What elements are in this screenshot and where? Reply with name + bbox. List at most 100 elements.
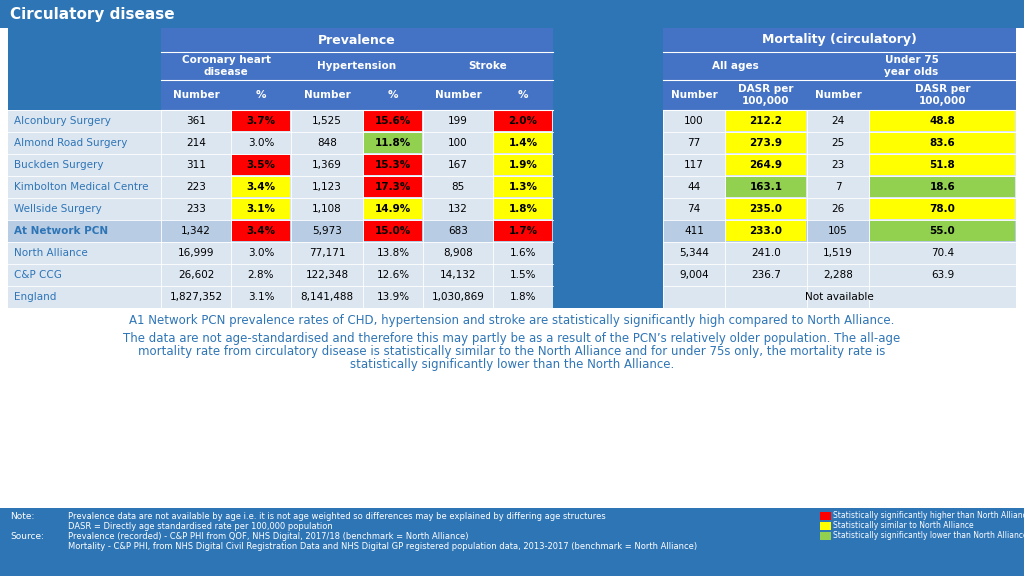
- Text: 212.2: 212.2: [750, 116, 782, 126]
- FancyBboxPatch shape: [726, 133, 806, 153]
- FancyBboxPatch shape: [820, 532, 831, 540]
- Text: 3.4%: 3.4%: [247, 182, 275, 192]
- FancyBboxPatch shape: [0, 508, 1024, 576]
- FancyBboxPatch shape: [870, 111, 1015, 131]
- Text: At Network PCN: At Network PCN: [14, 226, 109, 236]
- Text: 1.5%: 1.5%: [510, 270, 537, 280]
- Text: 74: 74: [687, 204, 700, 214]
- Text: Number: Number: [671, 90, 718, 100]
- Text: 1.9%: 1.9%: [509, 160, 538, 170]
- Text: 24: 24: [831, 116, 845, 126]
- Text: Number: Number: [815, 90, 861, 100]
- Text: Statistically significantly lower than North Alliance: Statistically significantly lower than N…: [833, 532, 1024, 540]
- Text: 1,108: 1,108: [312, 204, 342, 214]
- FancyBboxPatch shape: [663, 28, 1016, 52]
- FancyBboxPatch shape: [231, 80, 291, 110]
- Text: Almond Road Surgery: Almond Road Surgery: [14, 138, 127, 148]
- FancyBboxPatch shape: [8, 220, 553, 242]
- Text: 1,519: 1,519: [823, 248, 853, 258]
- Text: Hypertension: Hypertension: [317, 61, 396, 71]
- Text: 26: 26: [831, 204, 845, 214]
- Text: Wellside Surgery: Wellside Surgery: [14, 204, 101, 214]
- Text: 1,123: 1,123: [312, 182, 342, 192]
- FancyBboxPatch shape: [291, 80, 362, 110]
- Text: 8,908: 8,908: [443, 248, 473, 258]
- Text: 70.4: 70.4: [931, 248, 954, 258]
- FancyBboxPatch shape: [726, 111, 806, 131]
- Text: Prevalence (recorded) - C&P PHI from QOF, NHS Digital, 2017/18 (benchmark = Nort: Prevalence (recorded) - C&P PHI from QOF…: [68, 532, 469, 541]
- FancyBboxPatch shape: [820, 512, 831, 520]
- FancyBboxPatch shape: [726, 199, 806, 219]
- Text: 5,344: 5,344: [679, 248, 709, 258]
- FancyBboxPatch shape: [423, 80, 493, 110]
- Text: Note:: Note:: [10, 512, 35, 521]
- FancyBboxPatch shape: [8, 176, 553, 198]
- FancyBboxPatch shape: [807, 52, 1016, 80]
- Text: 15.3%: 15.3%: [375, 160, 411, 170]
- Text: 17.3%: 17.3%: [375, 182, 412, 192]
- Text: Not available: Not available: [805, 292, 873, 302]
- Text: 122,348: 122,348: [305, 270, 348, 280]
- Text: 83.6: 83.6: [930, 138, 955, 148]
- Text: 78.0: 78.0: [930, 204, 955, 214]
- Text: 26,602: 26,602: [178, 270, 214, 280]
- Text: DASR per
100,000: DASR per 100,000: [738, 84, 794, 106]
- FancyBboxPatch shape: [663, 220, 1016, 242]
- Text: 1.8%: 1.8%: [509, 204, 538, 214]
- Text: 8,141,488: 8,141,488: [300, 292, 353, 302]
- FancyBboxPatch shape: [870, 221, 1015, 241]
- FancyBboxPatch shape: [8, 28, 1016, 308]
- FancyBboxPatch shape: [364, 221, 422, 241]
- Text: 2.8%: 2.8%: [248, 270, 274, 280]
- Text: 223: 223: [186, 182, 206, 192]
- Text: 23: 23: [831, 160, 845, 170]
- Text: 163.1: 163.1: [750, 182, 782, 192]
- FancyBboxPatch shape: [8, 242, 553, 264]
- Text: 48.8: 48.8: [930, 116, 955, 126]
- FancyBboxPatch shape: [663, 154, 1016, 176]
- FancyBboxPatch shape: [8, 154, 553, 176]
- FancyBboxPatch shape: [663, 52, 807, 80]
- Text: Under 75
year olds: Under 75 year olds: [885, 55, 939, 77]
- Text: 361: 361: [186, 116, 206, 126]
- FancyBboxPatch shape: [663, 132, 1016, 154]
- Text: 1.6%: 1.6%: [510, 248, 537, 258]
- Text: 1,030,869: 1,030,869: [431, 292, 484, 302]
- FancyBboxPatch shape: [726, 155, 806, 175]
- Text: 117: 117: [684, 160, 703, 170]
- FancyBboxPatch shape: [8, 80, 161, 110]
- Text: 100: 100: [449, 138, 468, 148]
- Text: 235.0: 235.0: [750, 204, 782, 214]
- FancyBboxPatch shape: [553, 28, 663, 308]
- Text: mortality rate from circulatory disease is statistically similar to the North Al: mortality rate from circulatory disease …: [138, 345, 886, 358]
- Text: %: %: [256, 90, 266, 100]
- FancyBboxPatch shape: [8, 264, 553, 286]
- FancyBboxPatch shape: [663, 242, 1016, 264]
- Text: 18.6: 18.6: [930, 182, 955, 192]
- Text: DASR = Directly age standardised rate per 100,000 population: DASR = Directly age standardised rate pe…: [68, 522, 333, 531]
- Text: 311: 311: [186, 160, 206, 170]
- FancyBboxPatch shape: [364, 155, 422, 175]
- FancyBboxPatch shape: [494, 133, 552, 153]
- FancyBboxPatch shape: [364, 177, 422, 197]
- FancyBboxPatch shape: [663, 286, 1016, 308]
- FancyBboxPatch shape: [663, 80, 725, 110]
- FancyBboxPatch shape: [232, 199, 290, 219]
- Text: 1,525: 1,525: [312, 116, 342, 126]
- Text: 214: 214: [186, 138, 206, 148]
- Text: 236.7: 236.7: [751, 270, 781, 280]
- Text: 1,342: 1,342: [181, 226, 211, 236]
- Text: 77: 77: [687, 138, 700, 148]
- FancyBboxPatch shape: [364, 199, 422, 219]
- FancyBboxPatch shape: [161, 80, 231, 110]
- FancyBboxPatch shape: [364, 133, 422, 153]
- Text: 132: 132: [449, 204, 468, 214]
- Text: Mortality - C&P PHI, from NHS Digital Civil Registration Data and NHS Digital GP: Mortality - C&P PHI, from NHS Digital Ci…: [68, 542, 697, 551]
- FancyBboxPatch shape: [494, 155, 552, 175]
- Text: Prevalence: Prevalence: [318, 33, 396, 47]
- Text: 233.0: 233.0: [750, 226, 782, 236]
- FancyBboxPatch shape: [232, 155, 290, 175]
- Text: 3.4%: 3.4%: [247, 226, 275, 236]
- Text: 241.0: 241.0: [752, 248, 781, 258]
- Text: 3.7%: 3.7%: [247, 116, 275, 126]
